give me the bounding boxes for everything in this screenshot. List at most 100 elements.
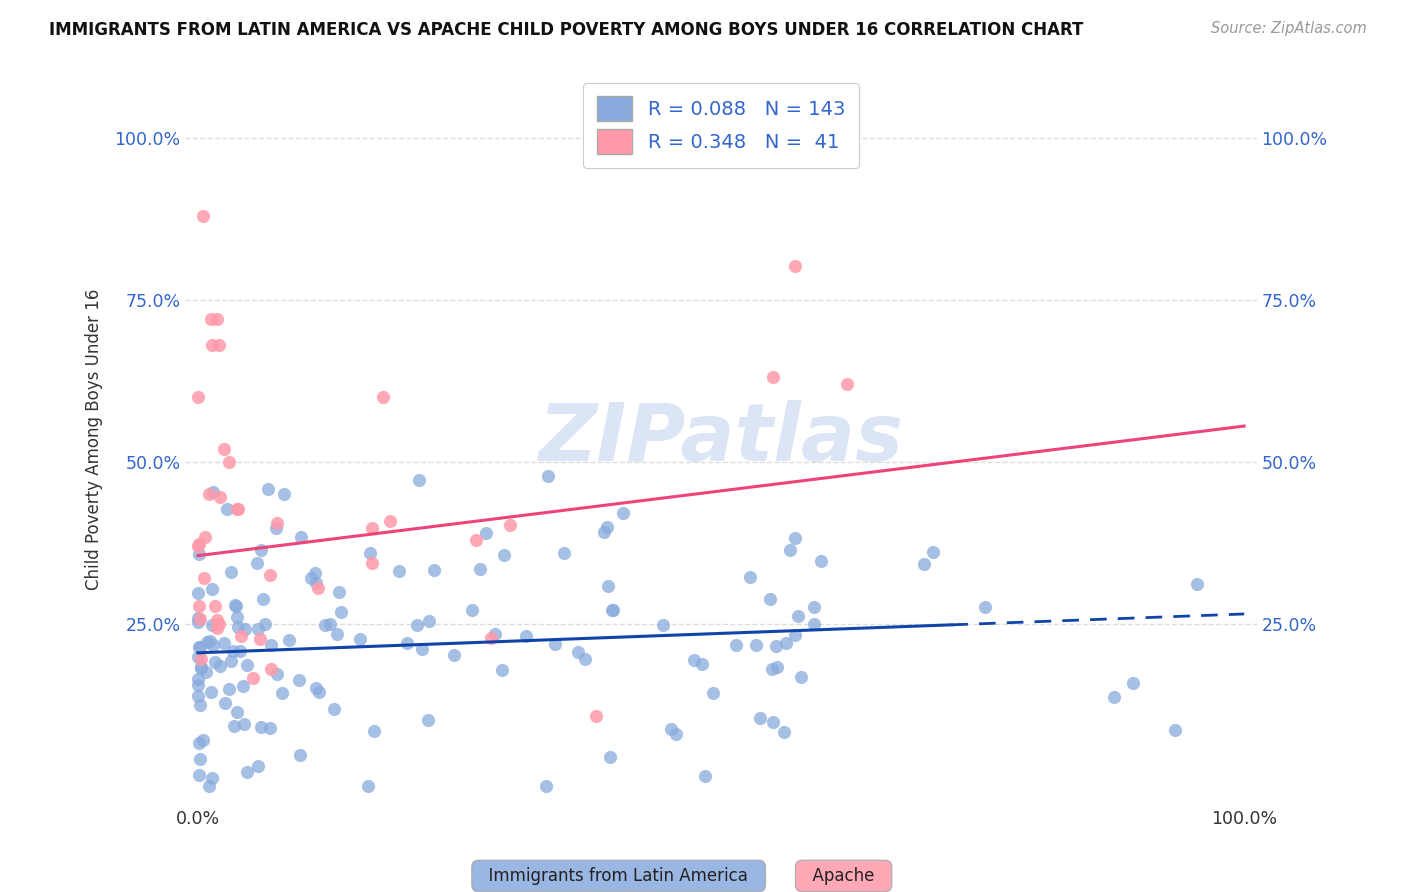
Point [260,638,283,652]
Point [201,617,224,632]
Point [411,641,433,656]
Point [596,579,619,593]
Point [229,644,252,658]
Point [319,616,342,631]
Point [683,652,706,666]
Text: ZIPatlas: ZIPatlas [538,400,904,478]
Point [803,617,825,632]
Point [236,765,259,780]
Point [214,635,236,649]
Point [226,502,249,516]
Point [574,652,596,666]
Point [498,517,520,532]
Text: Apache: Apache [803,867,884,885]
Point [396,636,419,650]
Point [207,621,229,635]
Point [702,686,724,700]
Point [208,491,231,505]
Point [494,548,516,562]
Point [200,685,222,699]
Point [205,312,228,326]
Point [652,618,675,632]
Point [250,542,273,557]
Point [491,663,513,677]
Point [314,617,336,632]
Point [602,603,624,617]
Point [783,259,806,273]
Point [224,598,246,612]
Point [198,487,221,501]
Point [693,769,716,783]
Point [260,662,283,676]
Point [249,632,271,646]
Point [468,561,491,575]
Point [188,752,211,766]
Point [188,599,211,613]
Point [553,546,575,560]
Point [232,717,254,731]
Point [307,582,329,596]
Point [585,709,607,723]
Point [218,455,240,469]
Point [252,591,274,606]
Point [187,390,209,404]
Point [226,620,249,634]
Point [187,673,209,687]
Point [974,600,997,615]
Point [187,585,209,599]
Point [221,566,243,580]
Point [259,721,281,735]
Point [1122,676,1144,690]
Point [232,679,254,693]
Point [246,759,269,773]
Point [361,521,384,535]
Point [416,713,439,727]
Point [304,566,326,580]
Point [247,622,270,636]
Point [278,632,301,647]
Point [191,733,214,747]
Point [194,530,217,544]
Point [612,506,634,520]
Point [775,636,797,650]
Point [187,768,209,782]
Point [544,637,567,651]
Point [765,639,787,653]
Point [323,702,346,716]
Point [761,662,783,676]
Point [219,654,242,668]
Point [1163,723,1185,737]
Point [198,633,221,648]
Point [762,714,785,729]
Point [259,568,281,582]
Point [273,486,295,500]
Point [810,554,832,568]
Point [328,585,350,599]
Point [783,531,806,545]
Point [209,659,232,673]
Y-axis label: Child Poverty Among Boys Under 16: Child Poverty Among Boys Under 16 [86,288,103,590]
Point [665,727,688,741]
Point [257,482,280,496]
Point [187,640,209,654]
Point [725,638,748,652]
Point [592,524,614,539]
Point [371,390,394,404]
Point [359,546,381,560]
Point [187,615,209,629]
Point [357,779,380,793]
Point [464,533,486,547]
Point [264,521,287,535]
Point [218,681,240,696]
Point [461,603,484,617]
Point [190,660,212,674]
Point [202,485,225,500]
Point [534,779,557,793]
Point [537,468,560,483]
Point [325,626,347,640]
Point [803,599,825,614]
Point [225,599,247,614]
Point [308,684,330,698]
Point [378,514,401,528]
Point [187,611,209,625]
